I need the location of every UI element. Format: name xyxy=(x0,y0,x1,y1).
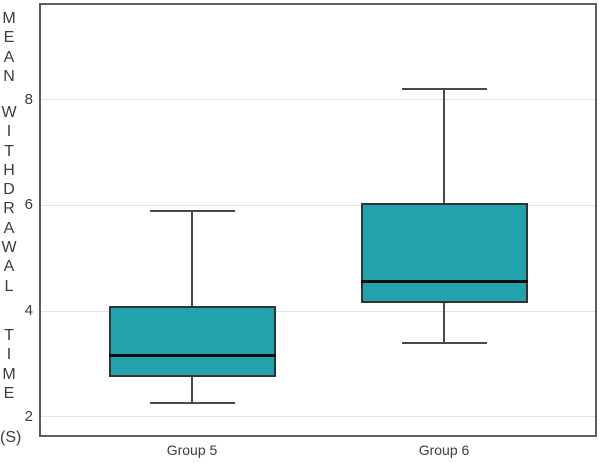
ylabel-letter: A xyxy=(3,219,15,237)
ylabel-letter: R xyxy=(3,200,15,218)
ylabel-letter: A xyxy=(3,258,15,276)
ylabel-letter: I xyxy=(6,123,12,141)
whisker-lower-cap xyxy=(401,341,487,344)
xlabel-group-5: Group 5 xyxy=(166,442,218,458)
gridline-8 xyxy=(41,99,595,101)
whisker-lower-cap xyxy=(149,402,235,405)
ytick-label-8: 8 xyxy=(24,90,33,108)
median-line xyxy=(360,280,528,284)
ylabel-letter: D xyxy=(3,181,15,199)
median-line xyxy=(108,354,276,358)
whisker-upper-cap xyxy=(401,88,487,91)
ylabel-unit: (S) xyxy=(0,429,22,446)
ylabel-letter: N xyxy=(3,67,15,85)
ylabel-letter: W xyxy=(1,104,17,121)
ylabel-letter: I xyxy=(6,346,12,364)
ylabel-letter: W xyxy=(1,239,17,257)
whisker-lower-line xyxy=(443,303,446,343)
ylabel-letter: M xyxy=(2,10,16,27)
whisker-lower-line xyxy=(191,376,194,404)
xlabel-group-6: Group 6 xyxy=(418,442,470,458)
ylabel-letter: T xyxy=(4,142,14,160)
ylabel-letter: M xyxy=(2,365,16,383)
gridline-6 xyxy=(41,204,595,206)
ylabel-letter: L xyxy=(4,277,14,295)
ytick-label-6: 6 xyxy=(24,196,33,214)
ylabel-letter: E xyxy=(3,29,15,47)
whisker-upper-line xyxy=(191,210,194,306)
plot-inner xyxy=(41,5,595,435)
gridline-4 xyxy=(41,310,595,312)
ylabel-letter: A xyxy=(3,48,15,66)
ylabel-letter: E xyxy=(3,384,15,402)
ytick-label-4: 4 xyxy=(24,302,33,319)
box-rect xyxy=(360,202,528,304)
ylabel-letter: H xyxy=(3,161,15,179)
ylabel-letter: T xyxy=(4,327,14,344)
whisker-upper-cap xyxy=(149,209,235,212)
plot-area xyxy=(39,3,597,437)
ytick-label-2: 2 xyxy=(24,407,33,425)
whisker-upper-line xyxy=(443,89,446,203)
gridline-2 xyxy=(41,416,595,418)
box-rect xyxy=(108,305,276,377)
